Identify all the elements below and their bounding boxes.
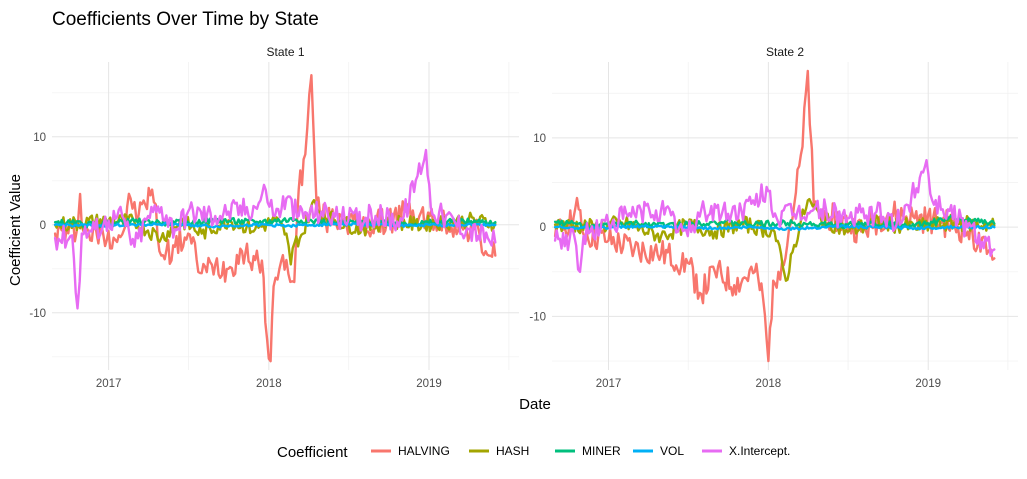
x-tick-label: 2019 [915,378,941,390]
x-tick-label: 2018 [756,378,782,390]
y-tick-label: 10 [533,133,546,145]
y-tick-label: 10 [33,132,46,144]
x-tick-label: 2017 [596,378,622,390]
x-tick-label: 2017 [96,378,122,390]
y-tick-label: 0 [540,222,546,234]
y-tick-label: 0 [40,220,46,232]
series-line-vol [553,224,996,232]
facet-label-state-2: State 2 [766,45,804,59]
series-line-x-intercept [553,159,996,273]
legend-label: HASH [496,444,529,458]
panel-yticks-state-2: -10 0 10 [529,133,546,324]
series-line-miner [53,216,497,229]
y-tick-label: -10 [529,311,546,323]
facet-state-2: State 2 -10 0 10 2017 2018 2019 [529,45,1018,390]
legend-label: X.Intercept. [729,444,790,458]
legend-label: MINER [582,444,621,458]
facet-label-state-1: State 1 [266,45,304,59]
y-axis-title: Coefficient Value [7,174,24,286]
facet-state-1: State 1 -10 0 10 2017 2018 2019 [29,45,519,390]
x-tick-label: 2018 [256,378,282,390]
y-tick-label: -10 [29,308,46,320]
legend-items: HALVING HASH MINER VOL X.Intercept. [371,444,790,458]
legend-title: Coefficient [277,444,348,461]
legend-label: HALVING [398,444,450,458]
panel-yticks-state-1: -10 0 10 [29,132,46,320]
series-line-halving [53,74,497,363]
chart-title: Coefficients Over Time by State [52,9,319,30]
x-tick-label: 2019 [416,378,442,390]
x-axis-title: Date [519,396,551,413]
panel-xticks-state-1: 2017 2018 2019 [96,378,442,390]
series-line-x-intercept [53,148,497,310]
legend-label: VOL [660,444,684,458]
series-line-vol [53,221,497,229]
panel-series-state-1 [53,74,497,363]
panel-xticks-state-2: 2017 2018 2019 [596,378,941,390]
panel-series-state-2 [553,69,996,363]
legend: Coefficient HALVING HASH MINER VOL X.Interce… [277,444,790,461]
